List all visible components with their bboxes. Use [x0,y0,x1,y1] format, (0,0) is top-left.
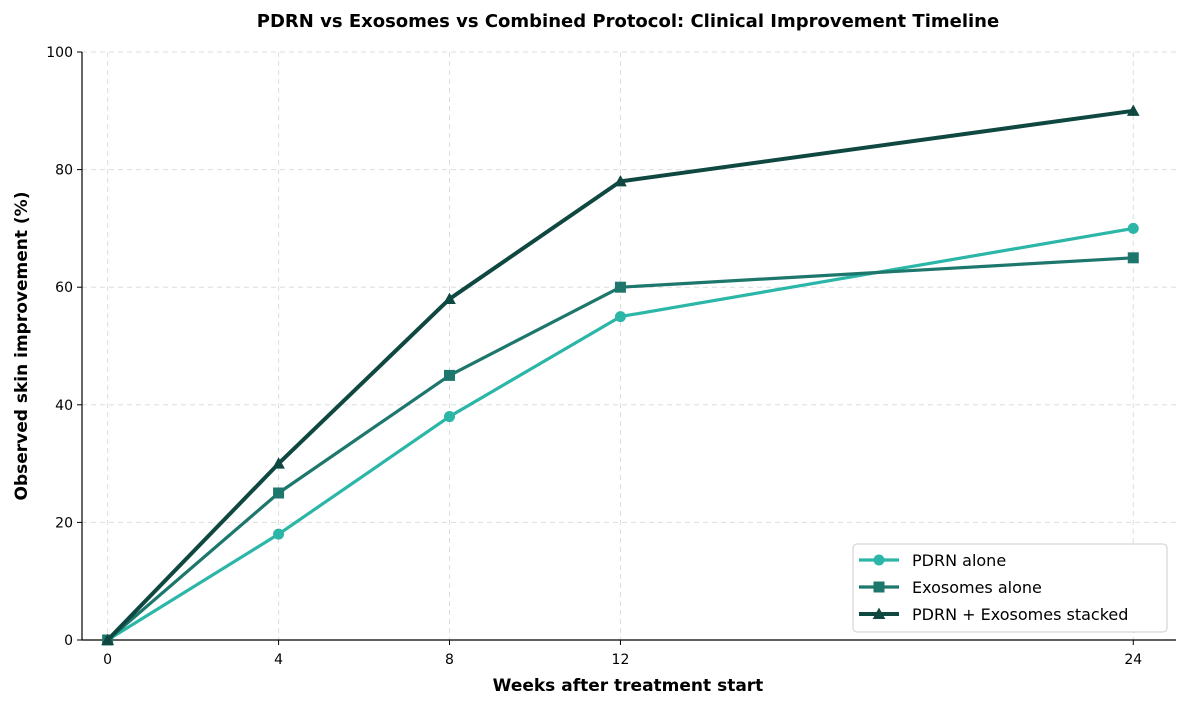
x-ticks: 0 4 8 12 24 [103,640,1142,668]
x-axis-label: Weeks after treatment start [493,676,764,696]
legend-item: Exosomes alone [859,578,1042,597]
y-tick-label: 0 [64,633,73,649]
data-point [614,281,626,293]
data-point [1127,222,1139,234]
data-point [1126,104,1140,116]
data-point [614,311,626,323]
x-tick-label: 12 [612,652,630,668]
x-tick-label: 0 [103,652,112,668]
y-tick-label: 20 [55,515,73,531]
data-point [273,528,285,540]
data-point [444,369,456,381]
legend-label: PDRN + Exosomes stacked [912,605,1128,624]
chart-title: PDRN vs Exosomes vs Combined Protocol: C… [257,11,999,32]
y-ticks: 0 20 40 60 80 100 [46,45,82,649]
series-layer [101,104,1140,646]
y-tick-label: 60 [55,280,73,296]
data-point [273,487,285,499]
x-tick-label: 24 [1124,652,1142,668]
y-axis-label: Observed skin improvement (%) [12,192,32,501]
data-point [101,633,114,646]
y-tick-label: 40 [55,398,73,414]
legend-label: Exosomes alone [912,578,1042,597]
axes [81,52,1176,641]
data-point [272,457,285,469]
x-tick-label: 4 [274,652,283,668]
legend-label: PDRN alone [912,551,1006,570]
data-point [614,175,627,187]
y-tick-label: 80 [55,163,73,179]
legend-item: PDRN alone [859,551,1006,570]
data-point [1127,252,1139,264]
legend: PDRN alone Exosomes alone PDRN + Exosomes … [852,543,1168,633]
legend-marker [873,581,885,593]
legend-box [852,543,1168,633]
x-tick-label: 8 [445,652,454,668]
data-point [444,411,456,423]
y-tick-label: 100 [46,45,73,61]
series-3 [101,104,1140,646]
data-point [443,292,456,305]
legend-marker [872,607,886,620]
legend-item: PDRN + Exosomes stacked [859,605,1128,624]
legend-marker [873,554,885,566]
